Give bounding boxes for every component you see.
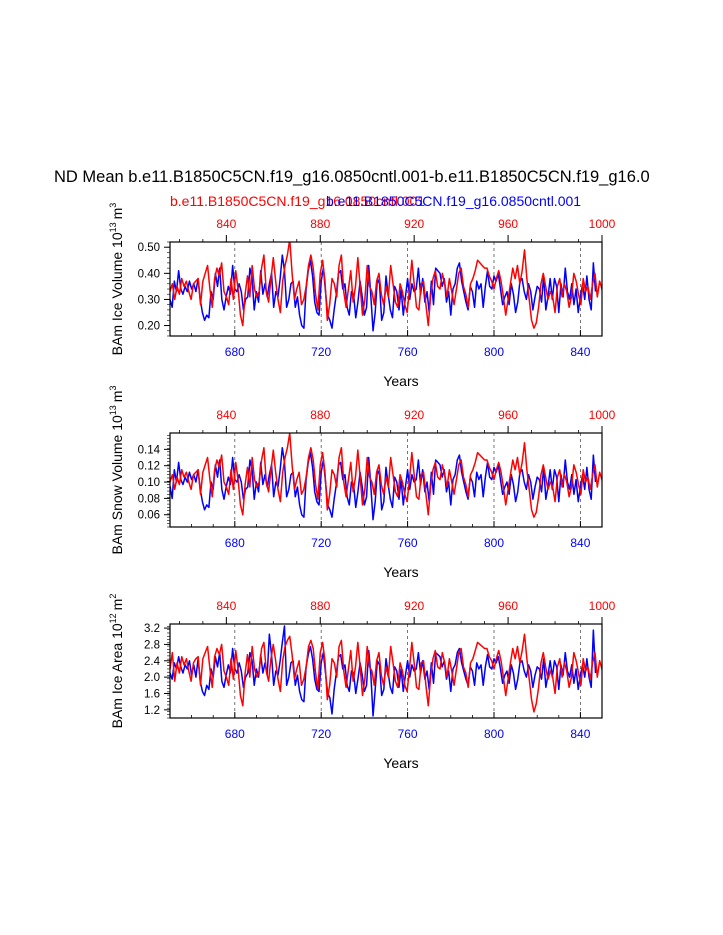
x-tick-label-top: 920 bbox=[404, 599, 424, 613]
x-tick-label-top: 1000 bbox=[589, 217, 616, 231]
x-tick-label-top: 1000 bbox=[589, 408, 616, 422]
x-tick-label-top: 960 bbox=[498, 408, 518, 422]
y-axis-title-unit-exp: 3 bbox=[108, 203, 118, 208]
y-tick-label: 0.10 bbox=[138, 477, 160, 489]
x-tick-label-bottom: 800 bbox=[484, 536, 504, 550]
x-tick-label-top: 1000 bbox=[589, 599, 616, 613]
x-tick-label-bottom: 760 bbox=[398, 536, 418, 550]
x-tick-label-top: 880 bbox=[310, 217, 330, 231]
series-line-case1 bbox=[170, 446, 597, 521]
y-tick-label: 0.50 bbox=[138, 242, 160, 254]
x-tick-label-bottom: 720 bbox=[311, 536, 331, 550]
y-tick-label: 1.6 bbox=[144, 688, 160, 700]
x-axis-title: Years bbox=[383, 564, 418, 580]
x-tick-label-top: 840 bbox=[216, 599, 236, 613]
y-axis-title-unit: m bbox=[109, 599, 125, 611]
y-tick-label: 0.12 bbox=[138, 461, 160, 473]
y-tick-label: 0.06 bbox=[138, 510, 160, 522]
x-tick-label-bottom: 760 bbox=[398, 345, 418, 359]
y-tick-label: 0.14 bbox=[138, 444, 161, 456]
x-tick-label-bottom: 720 bbox=[311, 727, 331, 741]
y-tick-label: 2.0 bbox=[144, 672, 160, 684]
legend-case1-label: b.e11.B1850C5CN.f19_g16.0850cntl.001 bbox=[326, 193, 581, 209]
x-tick-label-top: 840 bbox=[216, 408, 236, 422]
y-tick-label: 2.4 bbox=[144, 656, 161, 668]
x-tick-label-bottom: 800 bbox=[484, 727, 504, 741]
x-tick-label-bottom: 840 bbox=[570, 727, 590, 741]
series-line-case1 bbox=[170, 625, 597, 717]
y-axis-title: BAm Ice Volume 1013 m3 bbox=[108, 203, 125, 356]
x-tick-label-bottom: 680 bbox=[225, 727, 245, 741]
x-tick-label-bottom: 720 bbox=[311, 345, 331, 359]
y-axis-title-unit: m bbox=[109, 391, 125, 403]
x-tick-label-top: 840 bbox=[216, 217, 236, 231]
y-axis-title-unit-exp: 3 bbox=[108, 386, 118, 391]
x-tick-label-top: 920 bbox=[404, 217, 424, 231]
series-line-case2 bbox=[170, 433, 602, 518]
y-axis-title-base: BAm Snow Volume 10 bbox=[109, 415, 125, 555]
y-axis-title-unit-exp: 2 bbox=[108, 594, 118, 599]
legend-case2-label: b.e11.B1850C5CN.f19_g16.0850cntl.001 bbox=[170, 193, 425, 209]
y-axis-title-exp: 13 bbox=[108, 405, 118, 415]
x-tick-label-top: 960 bbox=[498, 217, 518, 231]
x-tick-label-top: 880 bbox=[310, 408, 330, 422]
x-tick-label-bottom: 680 bbox=[225, 345, 245, 359]
y-tick-label: 0.30 bbox=[138, 294, 160, 306]
x-axis-title: Years bbox=[383, 755, 418, 771]
y-tick-label: 3.2 bbox=[144, 623, 160, 635]
y-axis-title-exp: 12 bbox=[108, 613, 118, 623]
series-line-case1 bbox=[170, 254, 597, 332]
y-axis-title-base: BAm Ice Volume 10 bbox=[109, 232, 125, 355]
y-axis-title: BAm Snow Volume 1013 m3 bbox=[108, 386, 125, 555]
series-line-case2 bbox=[170, 633, 602, 713]
x-tick-label-bottom: 840 bbox=[570, 536, 590, 550]
y-axis-title-exp: 13 bbox=[108, 222, 118, 232]
y-axis-title-base: BAm Ice Area 10 bbox=[109, 623, 125, 728]
y-axis-title-unit: m bbox=[109, 208, 125, 220]
x-tick-label-top: 920 bbox=[404, 408, 424, 422]
x-tick-label-bottom: 840 bbox=[570, 345, 590, 359]
y-tick-label: 0.08 bbox=[138, 493, 160, 505]
x-tick-label-bottom: 760 bbox=[398, 727, 418, 741]
x-tick-label-bottom: 680 bbox=[225, 536, 245, 550]
x-tick-label-top: 880 bbox=[310, 599, 330, 613]
x-axis-title: Years bbox=[383, 373, 418, 389]
panel-1: 680 720 760 800 840 840 880 920 960 1000 0.20 0.30 0… bbox=[108, 203, 616, 389]
x-tick-label-bottom: 800 bbox=[484, 345, 504, 359]
figure-title: ND Mean b.e11.B1850C5CN.f19_g16.0850cntl… bbox=[54, 168, 650, 186]
panel-2: 680 720 760 800 840 840 880 920 960 1000 0.06 0.08 0… bbox=[108, 386, 616, 581]
panel-3: 680 720 760 800 840 840 880 920 960 1000 1.2 1.6 2.0… bbox=[108, 594, 616, 771]
y-tick-label: 1.2 bbox=[144, 705, 160, 717]
y-axis-title: BAm Ice Area 1012 m2 bbox=[108, 594, 125, 729]
y-tick-label: 2.8 bbox=[144, 639, 160, 651]
y-tick-label: 0.40 bbox=[138, 268, 160, 280]
x-tick-label-top: 960 bbox=[498, 599, 518, 613]
y-tick-label: 0.20 bbox=[138, 321, 160, 333]
series-line-case2 bbox=[170, 242, 602, 329]
